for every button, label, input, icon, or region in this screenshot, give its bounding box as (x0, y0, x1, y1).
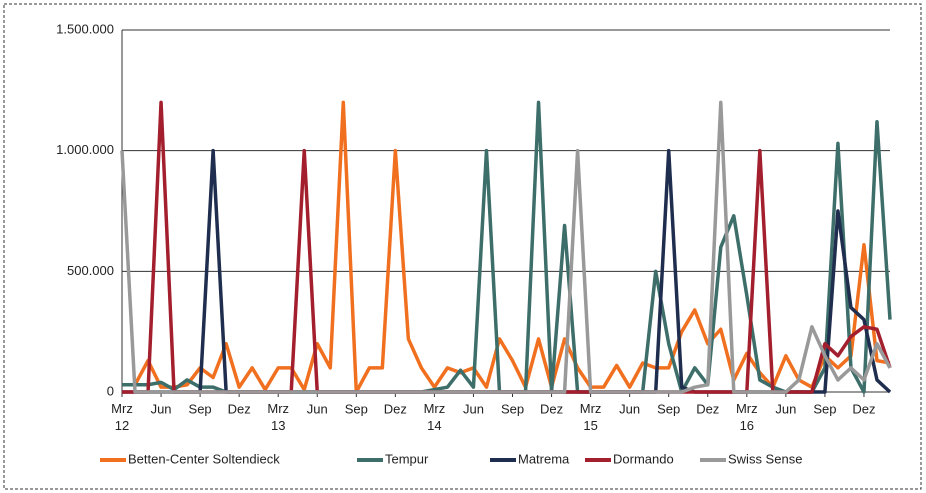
x-tick-label: Sep (501, 401, 524, 416)
legend-item: Swiss Sense (700, 451, 802, 466)
x-tick-label: Jun (619, 401, 640, 416)
x-tick-label: Sep (813, 401, 836, 416)
x-tick-label: Dez (540, 401, 563, 416)
legend-label: Tempur (385, 451, 429, 466)
x-tick-label: Sep (345, 401, 368, 416)
x-tick-label: Mrz 13 (267, 401, 289, 433)
series-line (120, 100, 892, 394)
y-tick-label: 500.000 (67, 263, 114, 278)
x-tick-label: Mrz 16 (736, 401, 758, 433)
series-line (122, 100, 891, 394)
legend-label: Dormando (613, 451, 674, 466)
x-tick-label: Mrz 12 (111, 401, 133, 433)
x-tick-label: Dez (696, 401, 719, 416)
y-tick-label: 1.500.000 (56, 21, 114, 36)
x-tick-label: Sep (189, 401, 212, 416)
legend-label: Matrema (518, 451, 570, 466)
legend-item: Betten-Center Soltendieck (100, 451, 280, 466)
x-tick-label: Jun (151, 401, 172, 416)
y-tick-label: 0 (107, 383, 114, 398)
x-tick-label: Dez (852, 401, 875, 416)
legend-item: Matrema (490, 451, 570, 466)
x-tick-label: Jun (775, 401, 796, 416)
x-tick-label: Dez (384, 401, 407, 416)
x-tick-label: Jun (463, 401, 484, 416)
legend-item: Tempur (357, 451, 429, 466)
legend-item: Dormando (585, 451, 674, 466)
x-tick-label: Jun (307, 401, 328, 416)
legend-label: Swiss Sense (728, 451, 802, 466)
legend-label: Betten-Center Soltendieck (128, 451, 280, 466)
y-tick-label: 1.000.000 (56, 142, 114, 157)
x-tick-label: Mrz 15 (580, 401, 602, 433)
x-tick-label: Sep (657, 401, 680, 416)
x-tick-label: Dez (228, 401, 251, 416)
x-tick-label: Mrz 14 (424, 401, 446, 433)
frame (3, 3, 922, 490)
